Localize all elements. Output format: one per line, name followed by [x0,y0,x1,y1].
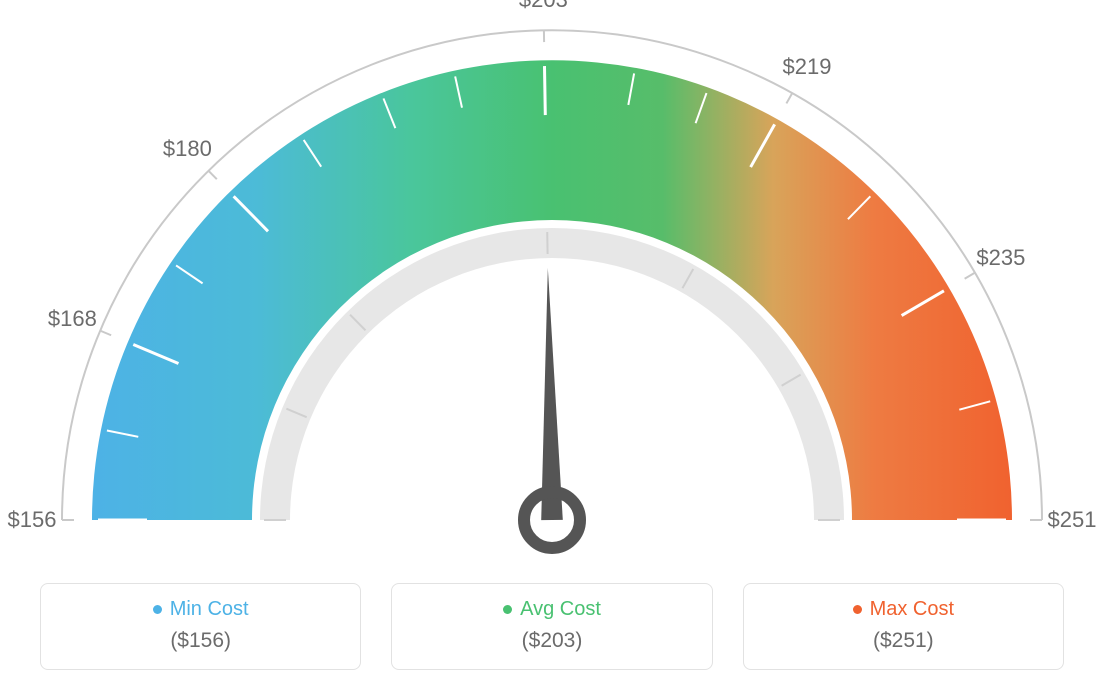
tick-label: $168 [48,306,97,332]
legend-label-min: Min Cost [170,598,249,621]
legend-label-avg: Avg Cost [520,598,601,621]
legend-title-avg: Avg Cost [503,598,601,621]
gauge-svg [0,0,1104,560]
legend-value-min: ($156) [51,629,350,653]
tick-label: $203 [519,0,568,13]
tick-label: $251 [1048,507,1097,533]
tick-label: $156 [8,507,57,533]
legend-value-max: ($251) [754,629,1053,653]
tick-label: $180 [163,136,212,162]
tick-label: $235 [976,245,1025,271]
legend-title-max: Max Cost [853,598,954,621]
legend-card-min: Min Cost ($156) [40,583,361,670]
gauge-chart: $156 $168 $180 $203 $219 $235 $251 [0,0,1104,560]
dot-icon [503,605,512,614]
legend-value-avg: ($203) [402,629,701,653]
dot-icon [153,605,162,614]
tick-label: $219 [783,54,832,80]
legend-card-avg: Avg Cost ($203) [391,583,712,670]
legend-title-min: Min Cost [153,598,249,621]
legend-label-max: Max Cost [870,598,954,621]
legend-row: Min Cost ($156) Avg Cost ($203) Max Cost… [40,583,1064,670]
legend-card-max: Max Cost ($251) [743,583,1064,670]
dot-icon [853,605,862,614]
